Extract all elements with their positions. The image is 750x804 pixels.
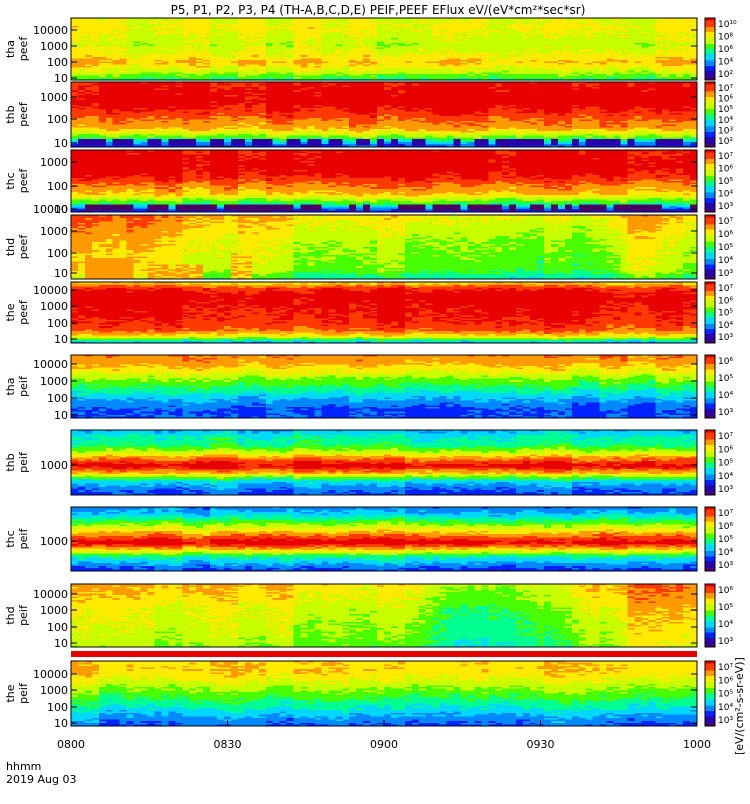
heatmap-cells: [71, 82, 698, 148]
colorbar-tick-label: 10⁸: [718, 33, 733, 43]
colorbar-tick-label: 10⁴: [718, 58, 733, 68]
y-tick-label: 10: [54, 72, 68, 85]
panel-y-label: peef: [17, 36, 30, 62]
y-tick-label: 100: [47, 56, 68, 69]
heatmap-cells: [71, 18, 698, 81]
colorbar-tick-label: 10¹⁰: [718, 20, 737, 30]
panel-y-label: tha: [4, 40, 17, 58]
figure-title: P5, P1, P2, P3, P4 (TH-A,B,C,D,E) PEIF,P…: [171, 3, 586, 17]
panel-thb-peef: 101001000thbpeef10²10³10⁴10⁵10⁶10⁷: [4, 82, 733, 150]
y-tick-label: 1000: [40, 40, 68, 53]
colorbar: 10² 10⁴ 10⁶ 10⁸ 10¹⁰: [705, 18, 737, 81]
y-tick-label: 10000: [33, 24, 68, 37]
colorbar-tick-label: 10⁶: [718, 45, 733, 55]
colorbar-tick-label: 10²: [718, 70, 733, 80]
